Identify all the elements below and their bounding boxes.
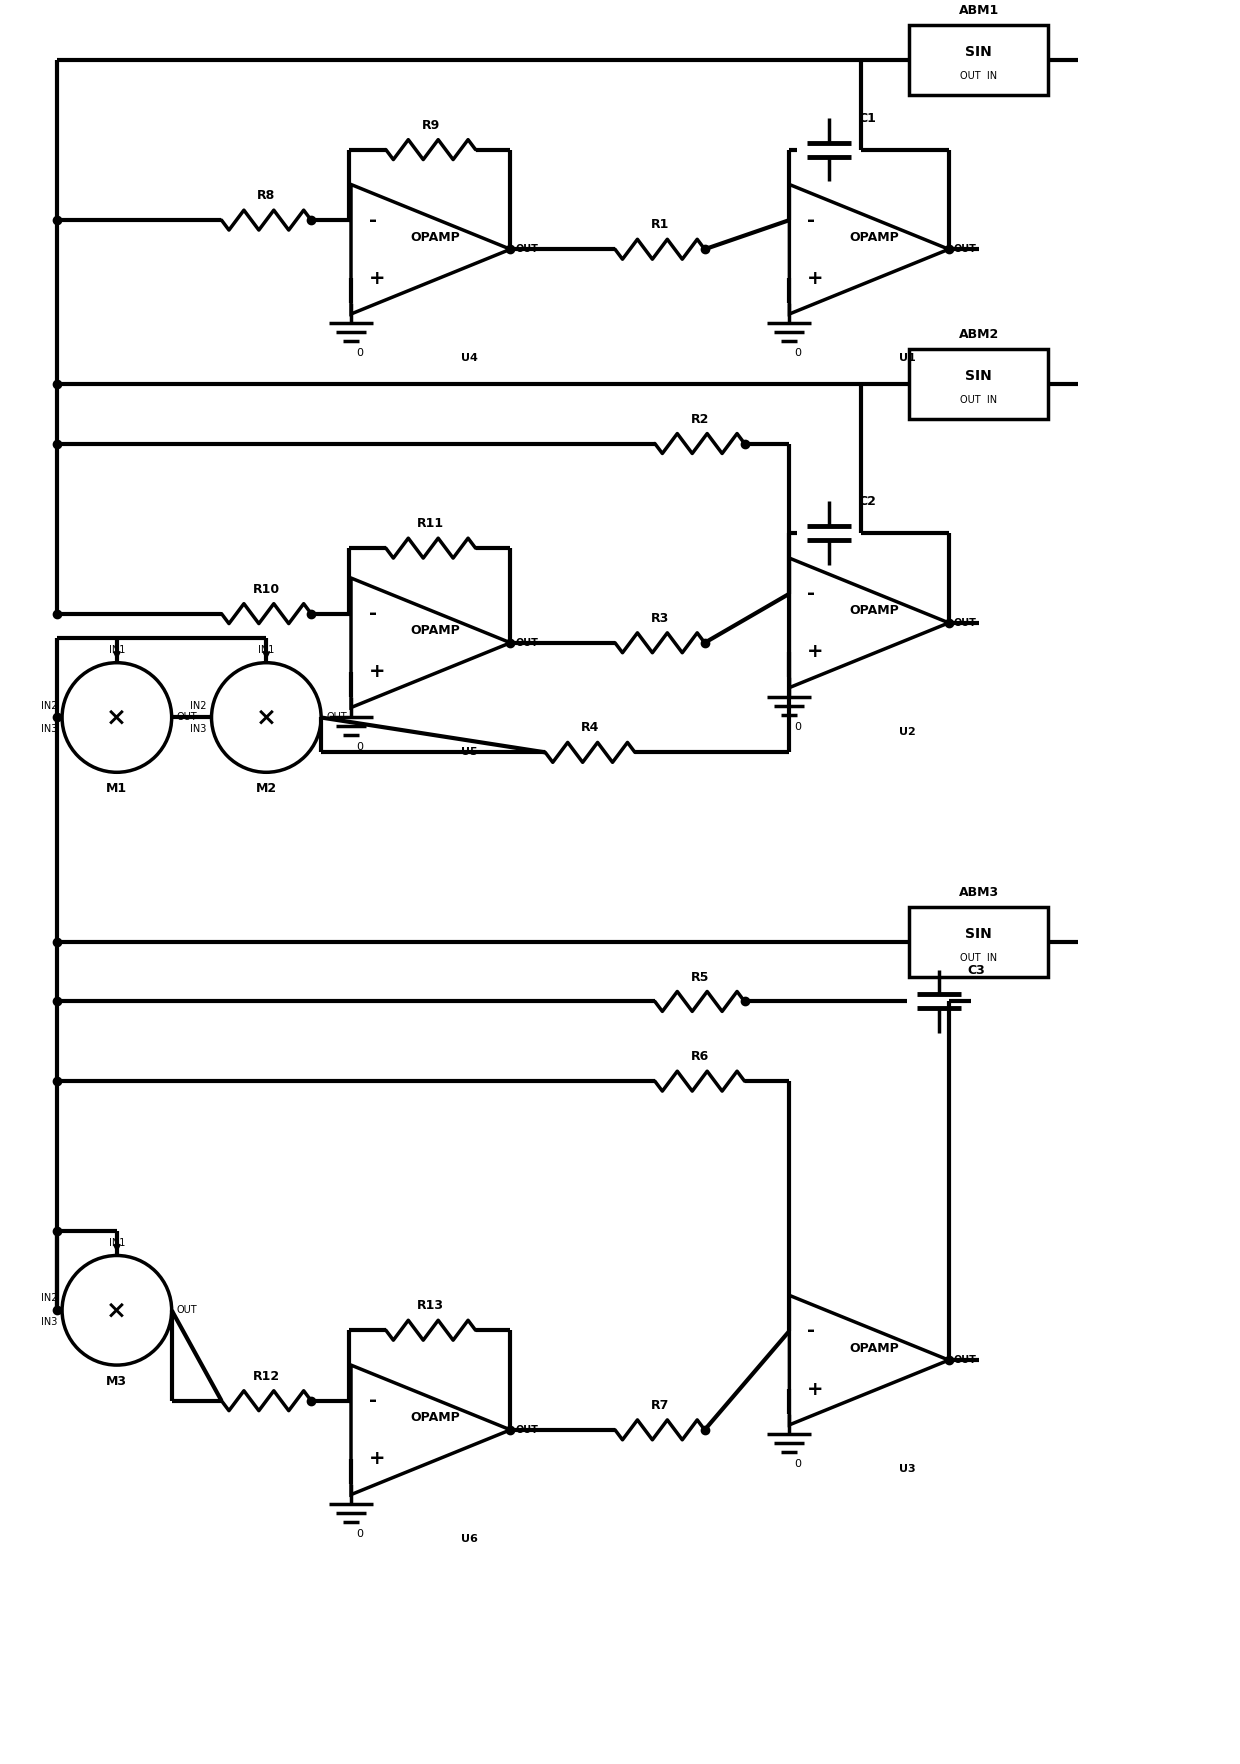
Text: ABM1: ABM1 bbox=[959, 4, 998, 18]
Text: OPAMP: OPAMP bbox=[849, 231, 899, 243]
Text: SIN: SIN bbox=[965, 369, 992, 383]
Text: ABM3: ABM3 bbox=[959, 886, 998, 900]
Text: IN3: IN3 bbox=[41, 1318, 57, 1327]
Text: 0: 0 bbox=[356, 1529, 363, 1538]
Text: OUT: OUT bbox=[176, 713, 197, 723]
Text: IN2: IN2 bbox=[190, 700, 207, 711]
Text: OUT: OUT bbox=[326, 713, 347, 723]
Text: IN3: IN3 bbox=[190, 725, 207, 734]
Text: U5: U5 bbox=[460, 746, 477, 757]
Text: ×: × bbox=[107, 1298, 128, 1323]
Text: OUT  IN: OUT IN bbox=[960, 71, 997, 81]
Text: OPAMP: OPAMP bbox=[410, 1411, 460, 1424]
Bar bbox=[909, 25, 1048, 95]
Text: OUT: OUT bbox=[954, 1355, 977, 1365]
Text: +: + bbox=[807, 642, 823, 662]
Text: 0: 0 bbox=[356, 741, 363, 751]
Text: R5: R5 bbox=[691, 970, 709, 984]
Text: R12: R12 bbox=[253, 1371, 280, 1383]
Text: U4: U4 bbox=[460, 353, 477, 363]
Text: 0: 0 bbox=[795, 1459, 801, 1469]
Text: M2: M2 bbox=[255, 781, 277, 796]
Text: M1: M1 bbox=[107, 781, 128, 796]
Text: ×: × bbox=[255, 706, 277, 730]
Text: IN1: IN1 bbox=[109, 1238, 125, 1247]
Text: R3: R3 bbox=[651, 612, 668, 624]
Text: IN2: IN2 bbox=[41, 1293, 57, 1304]
Text: +: + bbox=[370, 268, 386, 288]
Text: -: - bbox=[370, 603, 377, 623]
Text: U6: U6 bbox=[460, 1533, 477, 1544]
Text: IN1: IN1 bbox=[109, 644, 125, 654]
Text: OPAMP: OPAMP bbox=[410, 231, 460, 243]
Text: +: + bbox=[807, 1379, 823, 1399]
Text: OPAMP: OPAMP bbox=[410, 624, 460, 637]
Text: R10: R10 bbox=[253, 582, 280, 596]
Text: +: + bbox=[807, 268, 823, 288]
Text: C1: C1 bbox=[858, 111, 875, 125]
Text: R9: R9 bbox=[422, 118, 440, 132]
Text: OUT: OUT bbox=[516, 1425, 538, 1434]
Text: OPAMP: OPAMP bbox=[849, 605, 899, 617]
Text: M3: M3 bbox=[107, 1376, 128, 1388]
Text: R4: R4 bbox=[580, 721, 599, 734]
Text: OUT: OUT bbox=[954, 243, 977, 254]
Text: -: - bbox=[370, 1392, 377, 1409]
Text: IN3: IN3 bbox=[41, 725, 57, 734]
Text: C3: C3 bbox=[967, 963, 986, 977]
Text: R1: R1 bbox=[651, 219, 670, 231]
Text: 0: 0 bbox=[795, 721, 801, 732]
Text: R11: R11 bbox=[417, 517, 444, 531]
Bar bbox=[909, 907, 1048, 977]
Text: R7: R7 bbox=[651, 1399, 670, 1411]
Text: U2: U2 bbox=[899, 727, 915, 737]
Text: OUT  IN: OUT IN bbox=[960, 953, 997, 963]
Text: OUT: OUT bbox=[176, 1305, 197, 1316]
Text: +: + bbox=[370, 663, 386, 681]
Text: R13: R13 bbox=[417, 1300, 444, 1312]
Text: 0: 0 bbox=[356, 348, 363, 358]
Text: IN2: IN2 bbox=[41, 700, 57, 711]
Text: R8: R8 bbox=[257, 189, 275, 203]
Text: SIN: SIN bbox=[965, 926, 992, 940]
Text: -: - bbox=[807, 584, 816, 603]
Text: OUT: OUT bbox=[516, 639, 538, 647]
Text: U3: U3 bbox=[899, 1464, 915, 1475]
Text: -: - bbox=[807, 1321, 816, 1341]
Text: OUT: OUT bbox=[954, 617, 977, 628]
Text: ABM2: ABM2 bbox=[959, 328, 998, 340]
Text: U1: U1 bbox=[899, 353, 915, 363]
Text: OUT  IN: OUT IN bbox=[960, 395, 997, 404]
Text: -: - bbox=[370, 210, 377, 229]
Text: ×: × bbox=[107, 706, 128, 730]
Bar bbox=[909, 349, 1048, 418]
Text: -: - bbox=[807, 210, 816, 229]
Text: R6: R6 bbox=[691, 1050, 709, 1064]
Text: 0: 0 bbox=[795, 348, 801, 358]
Text: SIN: SIN bbox=[965, 44, 992, 58]
Text: OUT: OUT bbox=[516, 243, 538, 254]
Text: R2: R2 bbox=[691, 413, 709, 425]
Text: OPAMP: OPAMP bbox=[849, 1342, 899, 1355]
Text: +: + bbox=[370, 1450, 386, 1468]
Text: IN1: IN1 bbox=[258, 644, 274, 654]
Text: C2: C2 bbox=[858, 496, 875, 508]
